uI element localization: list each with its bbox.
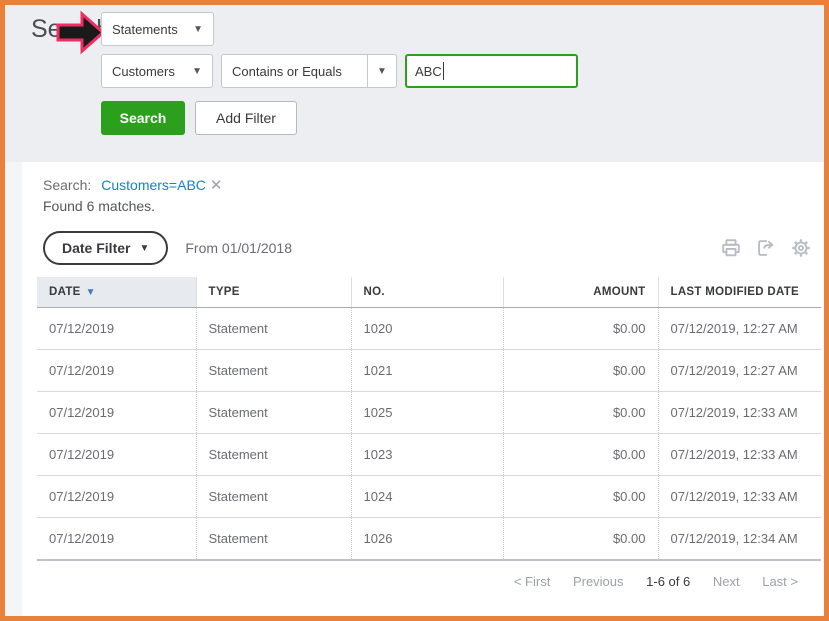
chevron-down-icon: ▼ bbox=[377, 65, 387, 77]
cell-date: 07/12/2019 bbox=[37, 433, 196, 476]
remove-filter-icon[interactable]: ✕ bbox=[209, 177, 223, 194]
match-count-text: Found 6 matches. bbox=[43, 198, 156, 214]
pagination-previous[interactable]: Previous bbox=[572, 574, 624, 589]
date-filter-button[interactable]: Date Filter ▼ bbox=[43, 231, 169, 265]
chevron-down-icon: ▼ bbox=[139, 242, 150, 254]
pagination-range: 1-6 of 6 bbox=[646, 574, 691, 589]
column-header-last-modified[interactable]: LAST MODIFIED DATE bbox=[657, 277, 821, 308]
cell-no: 1020 bbox=[350, 307, 503, 350]
chevron-down-icon: ▼ bbox=[193, 23, 203, 35]
filter-value-combobox[interactable]: ▼ bbox=[405, 54, 578, 88]
filter-operator-arrow[interactable]: ▼ bbox=[367, 55, 396, 87]
cell-type: Statement bbox=[195, 307, 351, 350]
filter-operator-value: Contains or Equals bbox=[232, 63, 342, 79]
table-row[interactable]: 07/12/2019 Statement 1021 $0.00 07/12/20… bbox=[37, 349, 821, 392]
table-row[interactable]: 07/12/2019 Statement 1025 $0.00 07/12/20… bbox=[37, 391, 821, 434]
column-header-no[interactable]: NO. bbox=[350, 277, 503, 308]
cell-last-modified: 07/12/2019, 12:33 AM bbox=[657, 433, 821, 476]
filter-field-select[interactable]: Customers ▼ bbox=[101, 54, 213, 88]
pagination-next[interactable]: Next bbox=[712, 574, 740, 589]
date-range-text: From 01/01/2018 bbox=[185, 240, 292, 256]
cell-amount: $0.00 bbox=[502, 307, 658, 350]
cell-type: Statement bbox=[195, 391, 351, 434]
cell-amount: $0.00 bbox=[502, 433, 658, 476]
cell-no: 1026 bbox=[350, 517, 503, 561]
table-toolbar: Date Filter ▼ From 01/01/2018 bbox=[43, 231, 812, 265]
active-filter-row: Search: Customers=ABC ✕ bbox=[43, 175, 824, 196]
filter-value-input[interactable] bbox=[407, 56, 576, 86]
print-icon[interactable] bbox=[720, 237, 742, 259]
table-row[interactable]: 07/12/2019 Statement 1020 $0.00 07/12/20… bbox=[37, 307, 821, 350]
column-header-type[interactable]: TYPE bbox=[195, 277, 351, 308]
cell-type: Statement bbox=[195, 475, 351, 518]
pagination-first[interactable]: < First bbox=[513, 574, 551, 589]
cell-no: 1021 bbox=[350, 349, 503, 392]
cell-date: 07/12/2019 bbox=[37, 475, 196, 518]
column-header-amount[interactable]: AMOUNT bbox=[502, 277, 658, 308]
date-filter-label: Date Filter bbox=[62, 240, 131, 256]
cell-date: 07/12/2019 bbox=[37, 307, 196, 350]
cell-last-modified: 07/12/2019, 12:34 AM bbox=[657, 517, 821, 561]
transaction-type-select[interactable]: Statements ▼ bbox=[101, 12, 214, 46]
cell-last-modified: 07/12/2019, 12:27 AM bbox=[657, 307, 821, 350]
chevron-down-icon: ▼ bbox=[192, 65, 202, 77]
cell-amount: $0.00 bbox=[502, 475, 658, 518]
search-button[interactable]: Search bbox=[101, 101, 185, 135]
pagination: < First Previous 1-6 of 6 Next Last > bbox=[22, 561, 824, 589]
table-row[interactable]: 07/12/2019 Statement 1026 $0.00 07/12/20… bbox=[37, 517, 821, 561]
toolbar-icons bbox=[720, 237, 812, 259]
text-cursor bbox=[443, 62, 444, 80]
cell-amount: $0.00 bbox=[502, 349, 658, 392]
cell-last-modified: 07/12/2019, 12:33 AM bbox=[657, 391, 821, 434]
pagination-last[interactable]: Last > bbox=[762, 574, 798, 589]
cell-date: 07/12/2019 bbox=[37, 517, 196, 561]
active-filter-link[interactable]: Customers=ABC bbox=[101, 177, 206, 193]
cell-amount: $0.00 bbox=[502, 517, 658, 561]
add-filter-button[interactable]: Add Filter bbox=[195, 101, 297, 135]
results-area: Search: Customers=ABC ✕ Found 6 matches. D… bbox=[5, 162, 824, 616]
cell-amount: $0.00 bbox=[502, 391, 658, 434]
filter-field-value: Customers bbox=[112, 63, 175, 79]
search-summary: Search: Customers=ABC ✕ Found 6 matches. bbox=[43, 175, 824, 216]
cell-date: 07/12/2019 bbox=[37, 391, 196, 434]
sort-desc-icon: ▼ bbox=[85, 287, 96, 298]
cell-no: 1023 bbox=[350, 433, 503, 476]
cell-last-modified: 07/12/2019, 12:27 AM bbox=[657, 349, 821, 392]
cell-no: 1024 bbox=[350, 475, 503, 518]
cell-type: Statement bbox=[195, 433, 351, 476]
page-background-strip bbox=[5, 162, 22, 616]
results-table: DATE ▼ TYPE NO. AMOUNT LAST MODIFIED DATE… bbox=[37, 277, 821, 561]
cell-type: Statement bbox=[195, 517, 351, 561]
table-row[interactable]: 07/12/2019 Statement 1024 $0.00 07/12/20… bbox=[37, 475, 821, 518]
transaction-type-value: Statements bbox=[112, 21, 178, 37]
results-card: Search: Customers=ABC ✕ Found 6 matches. D… bbox=[22, 162, 824, 616]
filter-operator-select[interactable]: Contains or Equals ▼ bbox=[221, 54, 397, 88]
table-row[interactable]: 07/12/2019 Statement 1023 $0.00 07/12/20… bbox=[37, 433, 821, 476]
cell-no: 1025 bbox=[350, 391, 503, 434]
cell-date: 07/12/2019 bbox=[37, 349, 196, 392]
export-icon[interactable] bbox=[755, 237, 777, 259]
cell-type: Statement bbox=[195, 349, 351, 392]
table-header-row: DATE ▼ TYPE NO. AMOUNT LAST MODIFIED DATE bbox=[37, 277, 821, 308]
column-header-date[interactable]: DATE ▼ bbox=[37, 277, 196, 308]
search-filter-panel: Search Statements ▼ Customers ▼ Contains… bbox=[5, 5, 824, 162]
annotation-arrow-icon bbox=[56, 10, 106, 55]
gear-icon[interactable] bbox=[790, 237, 812, 259]
search-summary-label: Search: bbox=[43, 177, 92, 193]
cell-last-modified: 07/12/2019, 12:33 AM bbox=[657, 475, 821, 518]
